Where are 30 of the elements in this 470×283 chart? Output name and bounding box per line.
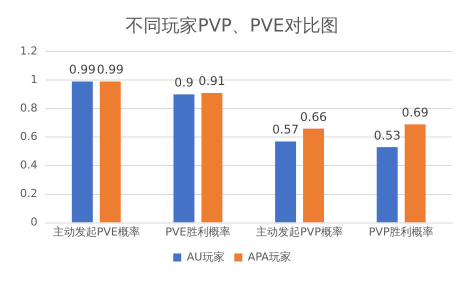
legend-label: APA玩家 xyxy=(248,250,291,264)
bar xyxy=(275,141,296,222)
legend-label: AU玩家 xyxy=(186,250,224,264)
data-label: 0.99 xyxy=(68,62,96,77)
data-label: 0.57 xyxy=(272,122,299,137)
data-label: 0.99 xyxy=(96,62,124,77)
bar xyxy=(201,92,222,222)
bar xyxy=(404,124,426,222)
bar xyxy=(100,82,121,222)
data-label: 0.69 xyxy=(402,105,429,120)
x-tick-label: 主动发起PVE概率 xyxy=(52,225,140,238)
data-label: 0.53 xyxy=(374,128,401,142)
bar xyxy=(376,147,398,222)
bar xyxy=(173,94,194,222)
y-tick-label: 0 xyxy=(30,216,38,229)
y-tick-label: 0.6 xyxy=(20,130,38,144)
data-label: 0.9 xyxy=(174,76,194,90)
data-label: 0.66 xyxy=(300,110,327,124)
y-tick-label: 1.2 xyxy=(20,44,38,58)
y-tick-label: 0.2 xyxy=(20,187,38,200)
y-tick-label: 0.4 xyxy=(20,158,38,172)
x-tick-label: 主动发起PVP概率 xyxy=(256,225,343,238)
chart-title: 不同玩家PVP、PVE对比图 xyxy=(126,15,338,36)
y-tick-label: 0.8 xyxy=(20,102,38,115)
x-tick-label: PVE胜利概率 xyxy=(165,225,230,238)
x-tick-label: PVP胜利概率 xyxy=(368,225,434,238)
bar xyxy=(303,128,324,222)
data-label: 0.91 xyxy=(198,74,226,88)
bar xyxy=(72,82,93,222)
y-tick-label: 1 xyxy=(30,72,38,86)
